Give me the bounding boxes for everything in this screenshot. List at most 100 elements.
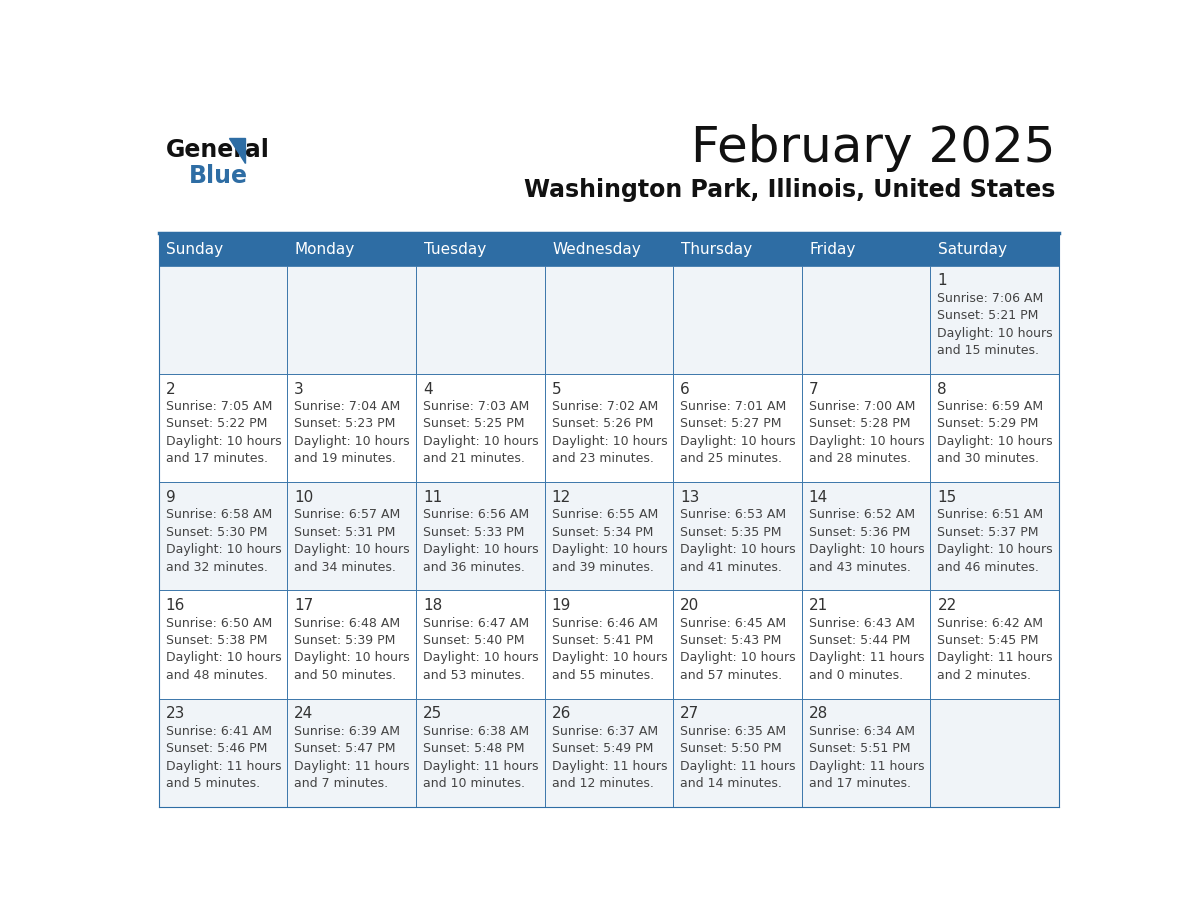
Text: and 46 minutes.: and 46 minutes. — [937, 561, 1040, 574]
Text: Sunset: 5:26 PM: Sunset: 5:26 PM — [551, 418, 653, 431]
Text: Sunset: 5:47 PM: Sunset: 5:47 PM — [295, 743, 396, 756]
Polygon shape — [229, 138, 245, 162]
Text: Daylight: 10 hours: Daylight: 10 hours — [165, 543, 282, 556]
Text: 2: 2 — [165, 382, 175, 397]
Text: Thursday: Thursday — [681, 242, 752, 257]
Text: Sunrise: 6:41 AM: Sunrise: 6:41 AM — [165, 725, 272, 738]
Text: 13: 13 — [681, 490, 700, 505]
Text: and 14 minutes.: and 14 minutes. — [681, 778, 782, 790]
Text: Blue: Blue — [189, 164, 248, 188]
Bar — [802, 374, 930, 482]
Text: 25: 25 — [423, 707, 442, 722]
Bar — [674, 265, 802, 374]
Text: Sunset: 5:46 PM: Sunset: 5:46 PM — [165, 743, 267, 756]
Text: Daylight: 11 hours: Daylight: 11 hours — [809, 760, 924, 773]
Text: 19: 19 — [551, 599, 571, 613]
Bar — [674, 374, 802, 482]
Text: Sunrise: 7:05 AM: Sunrise: 7:05 AM — [165, 400, 272, 413]
Bar — [416, 265, 544, 374]
Bar — [287, 374, 416, 482]
Text: 7: 7 — [809, 382, 819, 397]
Text: Monday: Monday — [295, 242, 355, 257]
Bar — [416, 590, 544, 699]
Text: Daylight: 11 hours: Daylight: 11 hours — [937, 652, 1053, 665]
Text: Daylight: 10 hours: Daylight: 10 hours — [423, 652, 538, 665]
Text: Daylight: 10 hours: Daylight: 10 hours — [423, 543, 538, 556]
Bar — [802, 482, 930, 590]
Bar — [930, 374, 1060, 482]
Text: Sunrise: 6:35 AM: Sunrise: 6:35 AM — [681, 725, 786, 738]
Text: Sunset: 5:33 PM: Sunset: 5:33 PM — [423, 526, 524, 539]
Text: 16: 16 — [165, 599, 185, 613]
Text: 18: 18 — [423, 599, 442, 613]
Bar — [930, 233, 1060, 265]
Text: Friday: Friday — [809, 242, 855, 257]
Bar — [802, 233, 930, 265]
Text: Daylight: 11 hours: Daylight: 11 hours — [551, 760, 666, 773]
Bar — [158, 699, 287, 807]
Bar — [416, 233, 544, 265]
Text: 12: 12 — [551, 490, 570, 505]
Text: 5: 5 — [551, 382, 561, 397]
Text: Sunrise: 6:56 AM: Sunrise: 6:56 AM — [423, 509, 529, 521]
Text: Sunrise: 6:57 AM: Sunrise: 6:57 AM — [295, 509, 400, 521]
Text: 20: 20 — [681, 599, 700, 613]
Text: Sunrise: 6:37 AM: Sunrise: 6:37 AM — [551, 725, 658, 738]
Text: Daylight: 10 hours: Daylight: 10 hours — [809, 435, 924, 448]
Text: and 25 minutes.: and 25 minutes. — [681, 453, 782, 465]
Bar — [158, 590, 287, 699]
Text: Sunrise: 6:52 AM: Sunrise: 6:52 AM — [809, 509, 915, 521]
Text: and 10 minutes.: and 10 minutes. — [423, 778, 525, 790]
Text: 24: 24 — [295, 707, 314, 722]
Text: Sunset: 5:29 PM: Sunset: 5:29 PM — [937, 418, 1038, 431]
Text: Daylight: 10 hours: Daylight: 10 hours — [165, 435, 282, 448]
Text: and 48 minutes.: and 48 minutes. — [165, 669, 267, 682]
Text: Sunset: 5:22 PM: Sunset: 5:22 PM — [165, 418, 267, 431]
Text: Daylight: 10 hours: Daylight: 10 hours — [937, 435, 1053, 448]
Bar — [287, 233, 416, 265]
Text: Sunset: 5:30 PM: Sunset: 5:30 PM — [165, 526, 267, 539]
Text: and 21 minutes.: and 21 minutes. — [423, 453, 525, 465]
Bar — [158, 233, 287, 265]
Text: Sunrise: 6:43 AM: Sunrise: 6:43 AM — [809, 617, 915, 630]
Text: Sunset: 5:35 PM: Sunset: 5:35 PM — [681, 526, 782, 539]
Bar — [930, 590, 1060, 699]
Text: 26: 26 — [551, 707, 571, 722]
Bar — [930, 699, 1060, 807]
Text: Sunrise: 6:34 AM: Sunrise: 6:34 AM — [809, 725, 915, 738]
Bar — [930, 265, 1060, 374]
Text: and 34 minutes.: and 34 minutes. — [295, 561, 396, 574]
Text: Sunrise: 7:04 AM: Sunrise: 7:04 AM — [295, 400, 400, 413]
Text: 14: 14 — [809, 490, 828, 505]
Text: Daylight: 10 hours: Daylight: 10 hours — [295, 435, 410, 448]
Text: Sunset: 5:44 PM: Sunset: 5:44 PM — [809, 634, 910, 647]
Text: and 2 minutes.: and 2 minutes. — [937, 669, 1031, 682]
Text: Wednesday: Wednesday — [552, 242, 642, 257]
Text: Daylight: 11 hours: Daylight: 11 hours — [295, 760, 410, 773]
Text: Sunrise: 6:48 AM: Sunrise: 6:48 AM — [295, 617, 400, 630]
Bar — [287, 590, 416, 699]
Text: Daylight: 10 hours: Daylight: 10 hours — [165, 652, 282, 665]
Text: Sunrise: 6:38 AM: Sunrise: 6:38 AM — [423, 725, 529, 738]
Text: Daylight: 10 hours: Daylight: 10 hours — [681, 543, 796, 556]
Text: Washington Park, Illinois, United States: Washington Park, Illinois, United States — [524, 178, 1055, 202]
Text: and 39 minutes.: and 39 minutes. — [551, 561, 653, 574]
Bar — [544, 374, 674, 482]
Text: and 17 minutes.: and 17 minutes. — [165, 453, 267, 465]
Text: and 55 minutes.: and 55 minutes. — [551, 669, 653, 682]
Text: Sunset: 5:23 PM: Sunset: 5:23 PM — [295, 418, 396, 431]
Text: and 30 minutes.: and 30 minutes. — [937, 453, 1040, 465]
Text: Sunrise: 6:51 AM: Sunrise: 6:51 AM — [937, 509, 1043, 521]
Text: Sunrise: 6:55 AM: Sunrise: 6:55 AM — [551, 509, 658, 521]
Bar — [802, 699, 930, 807]
Text: 23: 23 — [165, 707, 185, 722]
Text: and 36 minutes.: and 36 minutes. — [423, 561, 525, 574]
Text: Sunrise: 6:42 AM: Sunrise: 6:42 AM — [937, 617, 1043, 630]
Text: Sunset: 5:36 PM: Sunset: 5:36 PM — [809, 526, 910, 539]
Text: and 53 minutes.: and 53 minutes. — [423, 669, 525, 682]
Text: 10: 10 — [295, 490, 314, 505]
Text: Sunrise: 6:46 AM: Sunrise: 6:46 AM — [551, 617, 657, 630]
Bar — [674, 699, 802, 807]
Text: Daylight: 10 hours: Daylight: 10 hours — [295, 652, 410, 665]
Bar — [416, 374, 544, 482]
